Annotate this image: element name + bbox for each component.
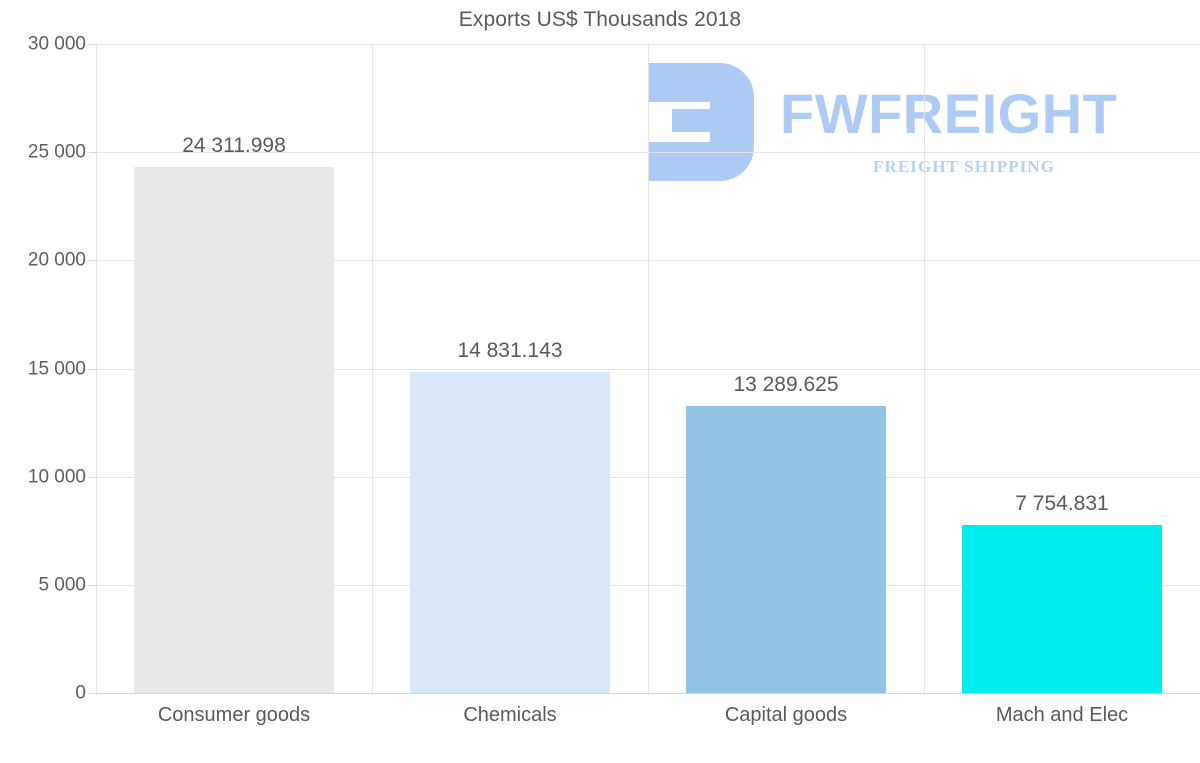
y-tick-label: 30 000 — [27, 33, 86, 55]
x-tick-label: Mach and Elec — [995, 704, 1129, 726]
bar-value-label: 13 289.625 — [733, 372, 839, 396]
y-tick-mark — [89, 584, 96, 586]
y-tick-mark — [89, 260, 96, 262]
category-separator — [924, 44, 925, 693]
bar[interactable] — [686, 405, 886, 693]
y-tick-mark — [89, 152, 96, 154]
chart-title: Exports US$ Thousands 2018 — [458, 8, 742, 31]
y-tick-label: 15 000 — [27, 358, 86, 379]
bar-value-label: 14 831.143 — [457, 339, 563, 363]
category-separator — [372, 44, 373, 693]
gridline — [96, 693, 1200, 694]
y-tick-mark — [89, 693, 96, 694]
bar[interactable] — [134, 167, 334, 693]
y-tick-label: 0 — [75, 682, 86, 704]
bar-value-label: 7 754.831 — [1015, 492, 1109, 516]
x-tick-label: Capital goods — [724, 704, 848, 726]
y-tick-mark — [89, 368, 96, 370]
y-tick-label: 10 000 — [27, 466, 86, 488]
bar[interactable] — [410, 372, 610, 693]
y-tick-mark — [89, 476, 96, 478]
y-tick-label: 25 000 — [27, 141, 86, 163]
x-tick-label: Consumer goods — [157, 704, 311, 726]
bar-value-label: 24 311.998 — [182, 134, 286, 158]
x-tick-label: Chemicals — [463, 704, 557, 726]
plot-area — [89, 44, 1200, 694]
category-separator — [648, 44, 649, 693]
y-tick-mark — [89, 44, 96, 45]
y-tick-label: 20 000 — [27, 249, 86, 271]
bar[interactable] — [962, 525, 1162, 693]
y-tick-label: 5 000 — [38, 574, 86, 596]
